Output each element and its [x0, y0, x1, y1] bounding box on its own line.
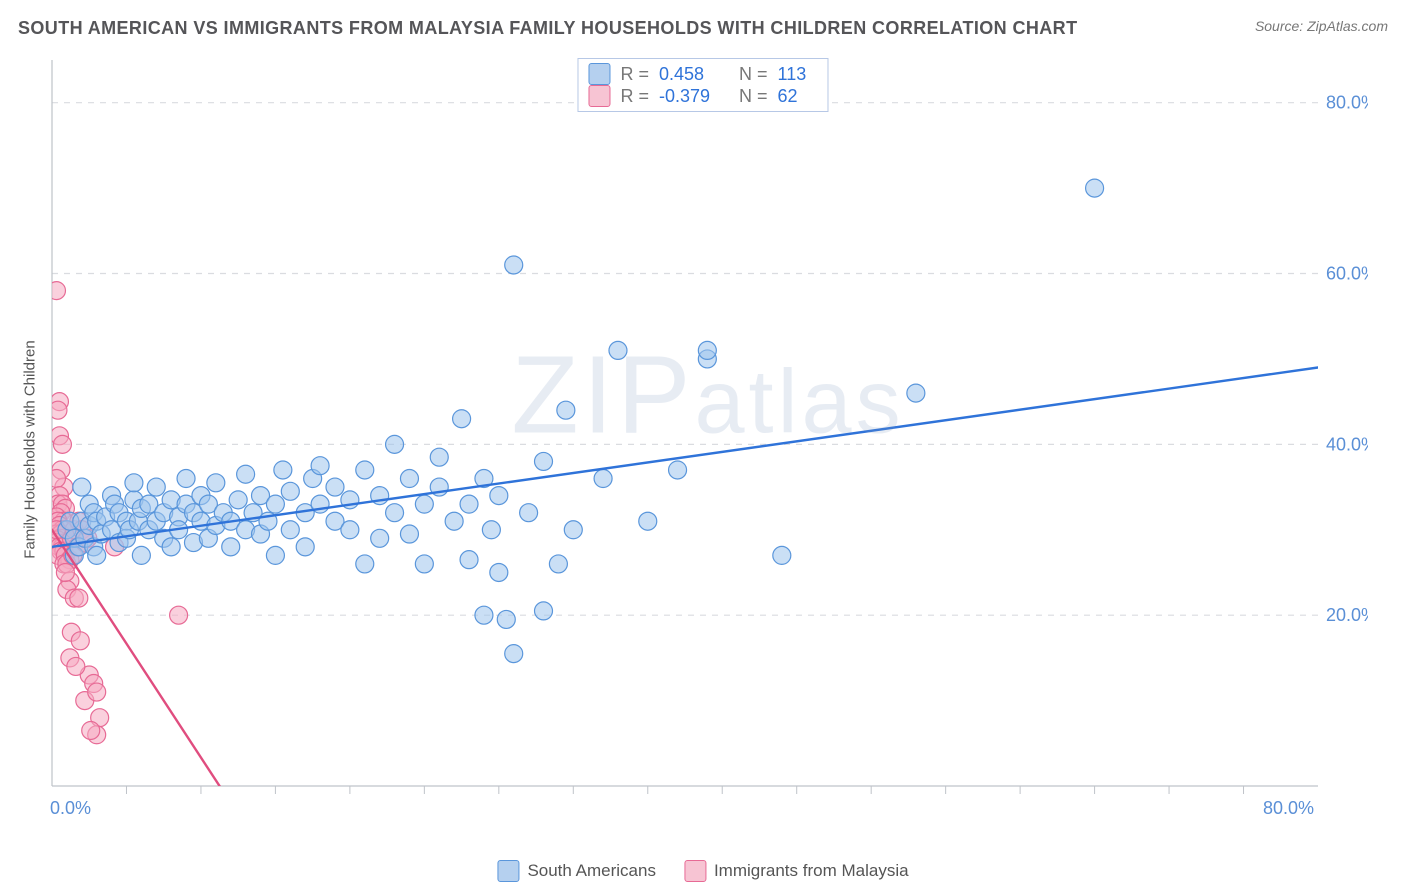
svg-text:60.0%: 60.0%	[1326, 264, 1368, 284]
svg-text:80.0%: 80.0%	[1326, 93, 1368, 113]
series-legend: South Americans Immigrants from Malaysia	[497, 860, 908, 882]
svg-text:80.0%: 80.0%	[1263, 798, 1314, 818]
y-axis-label: Family Households with Children	[22, 340, 39, 558]
stats-row: R =0.458N =113	[588, 63, 817, 85]
svg-text:40.0%: 40.0%	[1326, 434, 1368, 454]
stats-row: R =-0.379N =62	[588, 85, 817, 107]
source-label: Source: ZipAtlas.com	[1255, 18, 1388, 34]
svg-text:0.0%: 0.0%	[50, 798, 91, 818]
correlation-stats-box: R =0.458N =113R =-0.379N =62	[577, 58, 828, 112]
scatter-plot: 20.0% 40.0% 60.0% 80.0% 0.0% 80.0%	[48, 56, 1368, 826]
chart-title: SOUTH AMERICAN VS IMMIGRANTS FROM MALAYS…	[18, 18, 1077, 39]
legend-item: South Americans	[497, 860, 656, 882]
svg-text:20.0%: 20.0%	[1326, 605, 1368, 625]
legend-item: Immigrants from Malaysia	[684, 860, 909, 882]
chart-area: Family Households with Children 20.0%40.…	[48, 56, 1368, 826]
